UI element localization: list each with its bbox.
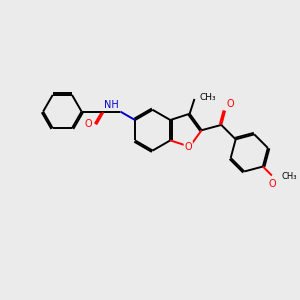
Text: CH₃: CH₃ [200,93,216,102]
Text: O: O [184,142,192,152]
Text: NH: NH [104,100,119,110]
Text: O: O [226,99,234,109]
Text: O: O [85,119,93,129]
Text: CH₃: CH₃ [282,172,297,182]
Text: O: O [268,179,276,189]
